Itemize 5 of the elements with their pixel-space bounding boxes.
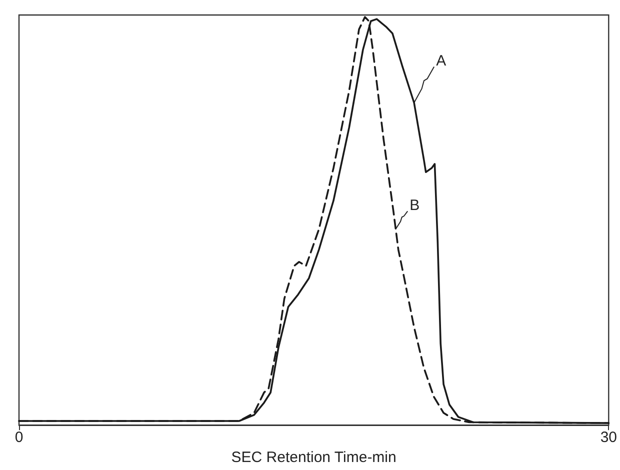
x-axis-title: SEC Retention Time-min [231, 449, 396, 466]
x-tick-label: 30 [600, 429, 617, 446]
annotation: A [436, 52, 446, 70]
annotation: B [410, 197, 420, 214]
x-tick-label: 0 [14, 429, 24, 446]
